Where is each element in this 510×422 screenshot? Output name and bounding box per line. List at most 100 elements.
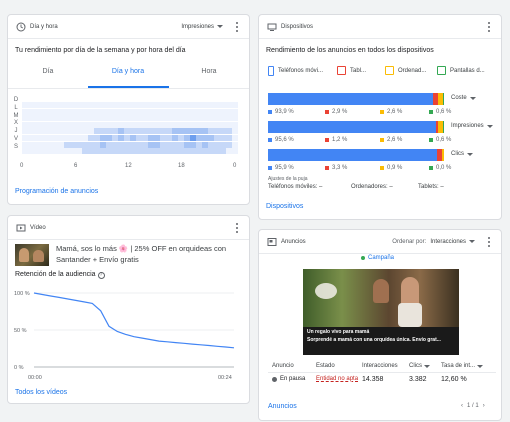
heatmap-cell <box>100 141 106 148</box>
heatmap-cell <box>82 115 88 122</box>
ad-entity-status[interactable]: Entidad no apta <box>316 376 359 382</box>
ad-schedule-link[interactable]: Programación de anuncios <box>15 188 99 195</box>
heatmap-cell <box>166 135 172 141</box>
device-metric-dropdown[interactable]: Coste <box>451 95 476 101</box>
legend-swatch <box>325 166 329 170</box>
heatmap-cell <box>142 148 148 155</box>
heatmap-cell <box>172 108 178 115</box>
devices-subtitle: Rendimiento de los anuncios en todos los… <box>266 47 434 54</box>
device-legend-label: Tabl... <box>350 67 367 74</box>
more-vert-icon[interactable] <box>233 21 241 33</box>
heatmap-cell <box>82 108 88 115</box>
bar-segment <box>438 93 443 105</box>
device-metric-dropdown[interactable]: Clics <box>451 151 473 157</box>
heatmap-cell <box>100 135 106 141</box>
more-vert-icon[interactable] <box>485 236 493 248</box>
ad-rate: 12,60 % <box>441 376 467 383</box>
legend-swatch <box>268 138 272 142</box>
device-legend-item[interactable]: Ordenad... <box>385 66 426 75</box>
ad-description: Sorprendé a mamá con una orquídea única.… <box>307 337 441 343</box>
heatmap-cell <box>202 148 208 155</box>
heatmap-cell <box>136 148 142 155</box>
all-videos-link[interactable]: Todos los vídeos <box>15 389 68 396</box>
tab-1[interactable]: Día y hora <box>111 68 145 75</box>
heatmap-cell <box>64 115 70 122</box>
heatmap-cell <box>118 102 124 108</box>
video-name-line1[interactable]: Mamá, sos lo más 🌸 | 25% OFF en orquidea… <box>56 244 227 253</box>
ads-link[interactable]: Anuncios <box>268 403 297 410</box>
retention-line[interactable] <box>33 292 235 349</box>
heatmap-cell <box>100 102 106 108</box>
chevron-right-icon[interactable]: › <box>482 403 485 409</box>
heatmap-cell <box>100 115 106 122</box>
ads-column-header[interactable]: Anuncio <box>272 363 294 369</box>
chevron-down-icon <box>424 364 430 368</box>
heatmap-cell <box>184 102 190 108</box>
ad-preview[interactable]: Un regalo vivo para mamá Sorprendé a mam… <box>303 269 459 355</box>
heatmap-cell <box>88 148 94 155</box>
campaign-label[interactable]: Campaña <box>361 255 394 261</box>
heatmap-cell <box>142 128 148 135</box>
day-label: M <box>13 112 19 119</box>
heatmap-cell <box>208 121 214 128</box>
heatmap-cell <box>142 102 148 108</box>
device-pct: 0,0 % <box>429 165 451 171</box>
device-pct: 3,3 % <box>325 165 347 171</box>
heatmap-cell <box>136 128 142 135</box>
heatmap-cell <box>232 102 238 108</box>
ads-header: Anuncios Ordenar por: Interacciones <box>259 230 501 254</box>
bar-segment <box>442 121 444 133</box>
more-vert-icon[interactable] <box>233 222 241 234</box>
heatmap-cell <box>142 121 148 128</box>
device-stacked-bar[interactable] <box>268 121 444 133</box>
device-legend-item[interactable]: Pantallas d... <box>437 66 485 75</box>
heatmap-cell <box>214 102 220 108</box>
ads-column-header[interactable]: Estado <box>316 363 335 369</box>
ads-column-header[interactable]: Clics <box>409 363 430 369</box>
tab-0[interactable]: Día <box>42 68 54 75</box>
heatmap-cell <box>136 115 142 122</box>
heatmap-cell <box>196 108 202 115</box>
device-stacked-bar[interactable] <box>268 93 444 105</box>
chevron-down-icon <box>486 124 493 128</box>
device-metric-dropdown[interactable]: Impresiones <box>451 123 493 129</box>
tab-2[interactable]: Hora <box>201 68 217 75</box>
video-name-line2[interactable]: Santander + Envío gratis <box>56 255 139 264</box>
device-stacked-bar[interactable] <box>268 149 444 161</box>
ad-name: En pausa <box>280 376 306 382</box>
ads-title: Anuncios <box>281 238 306 245</box>
heatmap-cell <box>148 102 154 108</box>
heatmap-cell <box>178 115 184 122</box>
heatmap-cell <box>106 141 112 148</box>
heatmap-cell <box>82 121 88 128</box>
chevron-left-icon[interactable]: ‹ <box>461 403 463 409</box>
heatmap-cell <box>136 102 142 108</box>
heatmap-cell <box>106 128 112 135</box>
sort-label: Ordenar por: <box>392 238 427 245</box>
help-icon[interactable]: ? <box>97 272 105 279</box>
heatmap-cell <box>136 141 142 148</box>
ads-column-header[interactable]: Interacciones <box>362 363 398 369</box>
retention-title: Retención de la audiencia ? <box>15 271 105 279</box>
heatmap-cell <box>34 141 40 148</box>
more-vert-icon[interactable] <box>485 21 493 33</box>
heatmap-cell <box>160 108 166 115</box>
heatmap-cell <box>88 108 94 115</box>
heatmap-cell <box>160 141 166 148</box>
heatmap-cell <box>148 148 154 155</box>
device-legend-item[interactable]: Tabl... <box>337 66 366 75</box>
heatmap-cell <box>160 128 166 135</box>
sort-dropdown[interactable]: Interacciones <box>430 239 475 245</box>
heatmap-cell <box>70 148 76 155</box>
video-thumbnail[interactable] <box>15 244 49 266</box>
heatmap-cell <box>220 108 226 115</box>
day-hour-metric-dropdown[interactable]: Impresiones <box>181 24 223 30</box>
heatmap-cell <box>148 135 154 141</box>
device-legend-item[interactable]: Teléfonos móvi... <box>268 66 323 76</box>
heatmap-cell <box>184 141 190 148</box>
heatmap-cell <box>232 128 238 135</box>
heatmap-cell <box>196 135 202 141</box>
heatmap-cell <box>22 108 28 115</box>
devices-link[interactable]: Dispositivos <box>266 203 304 210</box>
ads-column-header[interactable]: Tasa de int... <box>441 363 484 369</box>
